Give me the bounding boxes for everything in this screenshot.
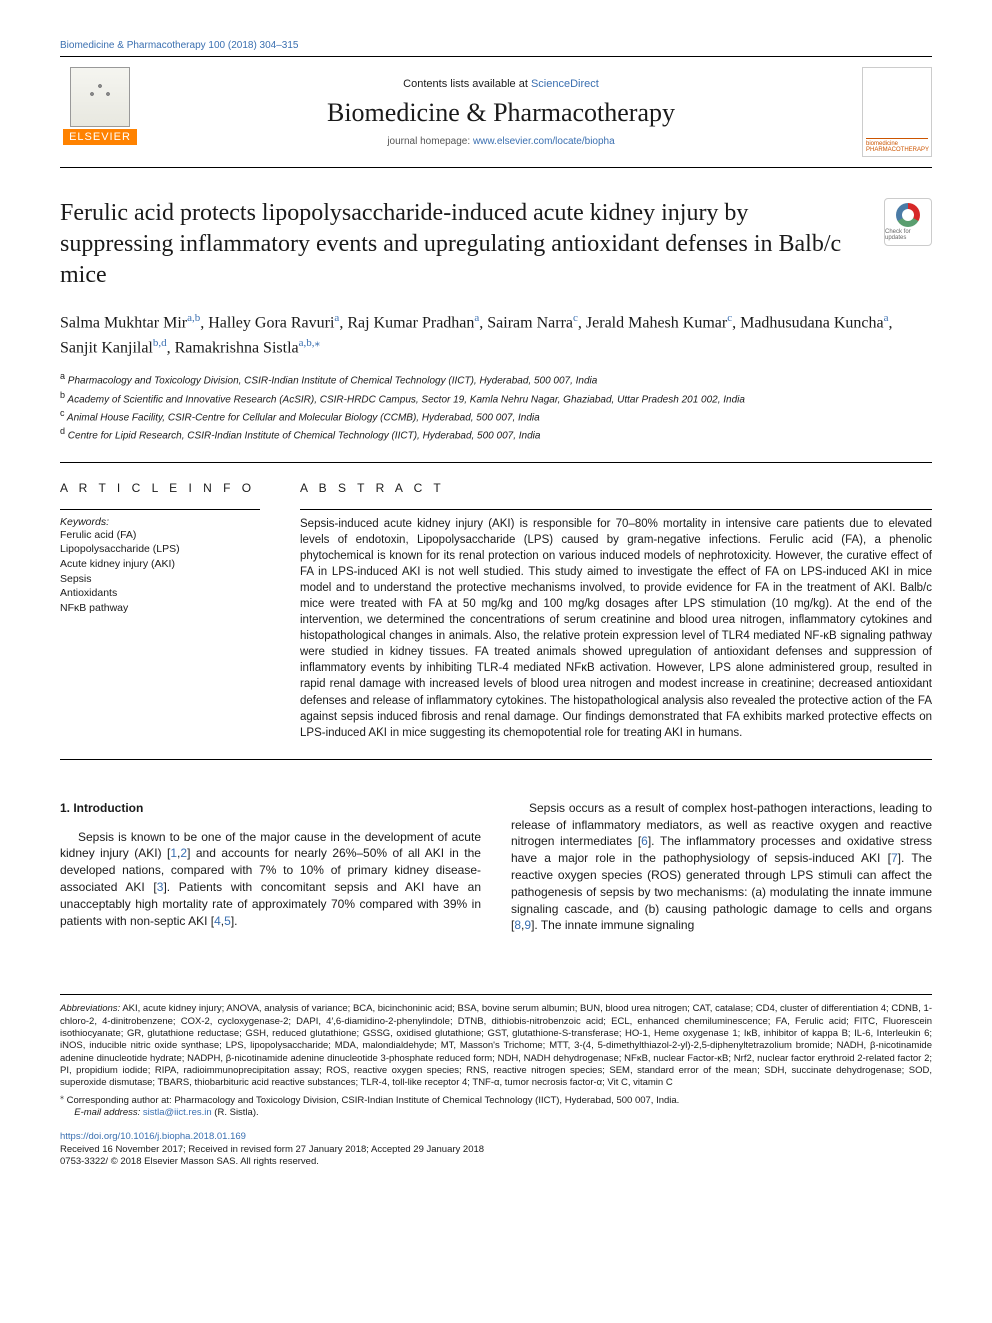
email-line: E-mail address: sistla@iict.res.in (R. S…: [60, 1107, 932, 1119]
article-body: 1. Introduction Sepsis is known to be on…: [60, 800, 932, 934]
journal-homepage-link[interactable]: www.elsevier.com/locate/biopha: [473, 136, 615, 147]
publisher-name: ELSEVIER: [63, 129, 137, 145]
journal-name: Biomedicine & Pharmacotherapy: [140, 98, 862, 128]
keywords-divider: [60, 509, 260, 510]
received-dates: Received 16 November 2017; Received in r…: [60, 1144, 484, 1155]
footnotes-block: Abbreviations: AKI, acute kidney injury;…: [60, 994, 932, 1119]
keyword-item: Antioxidants: [60, 586, 260, 601]
affiliation-line: d Centre for Lipid Research, CSIR-Indian…: [60, 425, 932, 443]
journal-cover-thumbnail: biomedicine PHARMACOTHERAPY: [862, 67, 932, 157]
cover-label-2: PHARMACOTHERAPY: [866, 147, 929, 153]
affiliation-line: b Academy of Scientific and Innovative R…: [60, 389, 932, 407]
email-suffix: (R. Sistla).: [212, 1107, 259, 1118]
affiliation-line: c Animal House Facility, CSIR-Centre for…: [60, 407, 932, 425]
publisher-logo: ELSEVIER: [60, 67, 140, 157]
abstract-heading: A B S T R A C T: [300, 481, 932, 495]
email-link[interactable]: sistla@iict.res.in: [143, 1107, 212, 1118]
divider: [60, 759, 932, 760]
authors-list: Salma Mukhtar Mira,b, Halley Gora Ravuri…: [60, 310, 932, 361]
keywords-label: Keywords:: [60, 516, 260, 528]
article-info-column: A R T I C L E I N F O Keywords: Ferulic …: [60, 481, 260, 741]
intro-para-1: Sepsis is known to be one of the major c…: [60, 829, 481, 930]
section-heading-introduction: 1. Introduction: [60, 800, 481, 817]
divider: [60, 462, 932, 463]
email-label: E-mail address:: [74, 1107, 143, 1118]
doi-link[interactable]: https://doi.org/10.1016/j.biopha.2018.01…: [60, 1131, 246, 1142]
contents-available-line: Contents lists available at ScienceDirec…: [140, 78, 862, 90]
journal-homepage-line: journal homepage: www.elsevier.com/locat…: [140, 136, 862, 147]
ref-link-7[interactable]: 7: [891, 851, 898, 865]
elsevier-tree-icon: [70, 67, 130, 127]
abbreviations-line: Abbreviations: AKI, acute kidney injury;…: [60, 1003, 932, 1089]
check-updates-label: Check for updates: [885, 229, 931, 241]
corresponding-author-line: ⁎ Corresponding author at: Pharmacology …: [60, 1092, 932, 1108]
crossmark-icon: [896, 203, 920, 227]
keyword-item: Acute kidney injury (AKI): [60, 557, 260, 572]
article-title: Ferulic acid protects lipopolysaccharide…: [60, 198, 864, 292]
doi-block: https://doi.org/10.1016/j.biopha.2018.01…: [60, 1131, 932, 1168]
affiliation-line: a Pharmacology and Toxicology Division, …: [60, 370, 932, 388]
sciencedirect-link[interactable]: ScienceDirect: [531, 78, 599, 90]
corresponding-text: Corresponding author at: Pharmacology an…: [64, 1095, 679, 1106]
keyword-item: NFκB pathway: [60, 601, 260, 616]
article-info-heading: A R T I C L E I N F O: [60, 481, 260, 495]
abstract-divider: [300, 509, 932, 510]
affiliations-list: a Pharmacology and Toxicology Division, …: [60, 370, 932, 443]
top-citation: Biomedicine & Pharmacotherapy 100 (2018)…: [60, 40, 932, 51]
ref-link-5[interactable]: 5: [224, 914, 231, 928]
homepage-prefix: journal homepage:: [387, 136, 473, 147]
contents-prefix: Contents lists available at: [403, 78, 531, 90]
keyword-item: Lipopolysaccharide (LPS): [60, 542, 260, 557]
abbreviations-text: AKI, acute kidney injury; ANOVA, analysi…: [60, 1003, 932, 1088]
check-updates-badge[interactable]: Check for updates: [884, 198, 932, 246]
keyword-item: Sepsis: [60, 572, 260, 587]
keyword-item: Ferulic acid (FA): [60, 528, 260, 543]
journal-header: ELSEVIER Contents lists available at Sci…: [60, 56, 932, 168]
keywords-list: Ferulic acid (FA)Lipopolysaccharide (LPS…: [60, 528, 260, 616]
intro-para-2: Sepsis occurs as a result of complex hos…: [511, 800, 932, 934]
issn-copyright: 0753-3322/ © 2018 Elsevier Masson SAS. A…: [60, 1156, 319, 1167]
abbreviations-label: Abbreviations:: [60, 1003, 120, 1014]
abstract-column: A B S T R A C T Sepsis-induced acute kid…: [300, 481, 932, 741]
ref-link-4[interactable]: 4: [214, 914, 221, 928]
abstract-text: Sepsis-induced acute kidney injury (AKI)…: [300, 516, 932, 741]
ref-link-6[interactable]: 6: [641, 834, 648, 848]
